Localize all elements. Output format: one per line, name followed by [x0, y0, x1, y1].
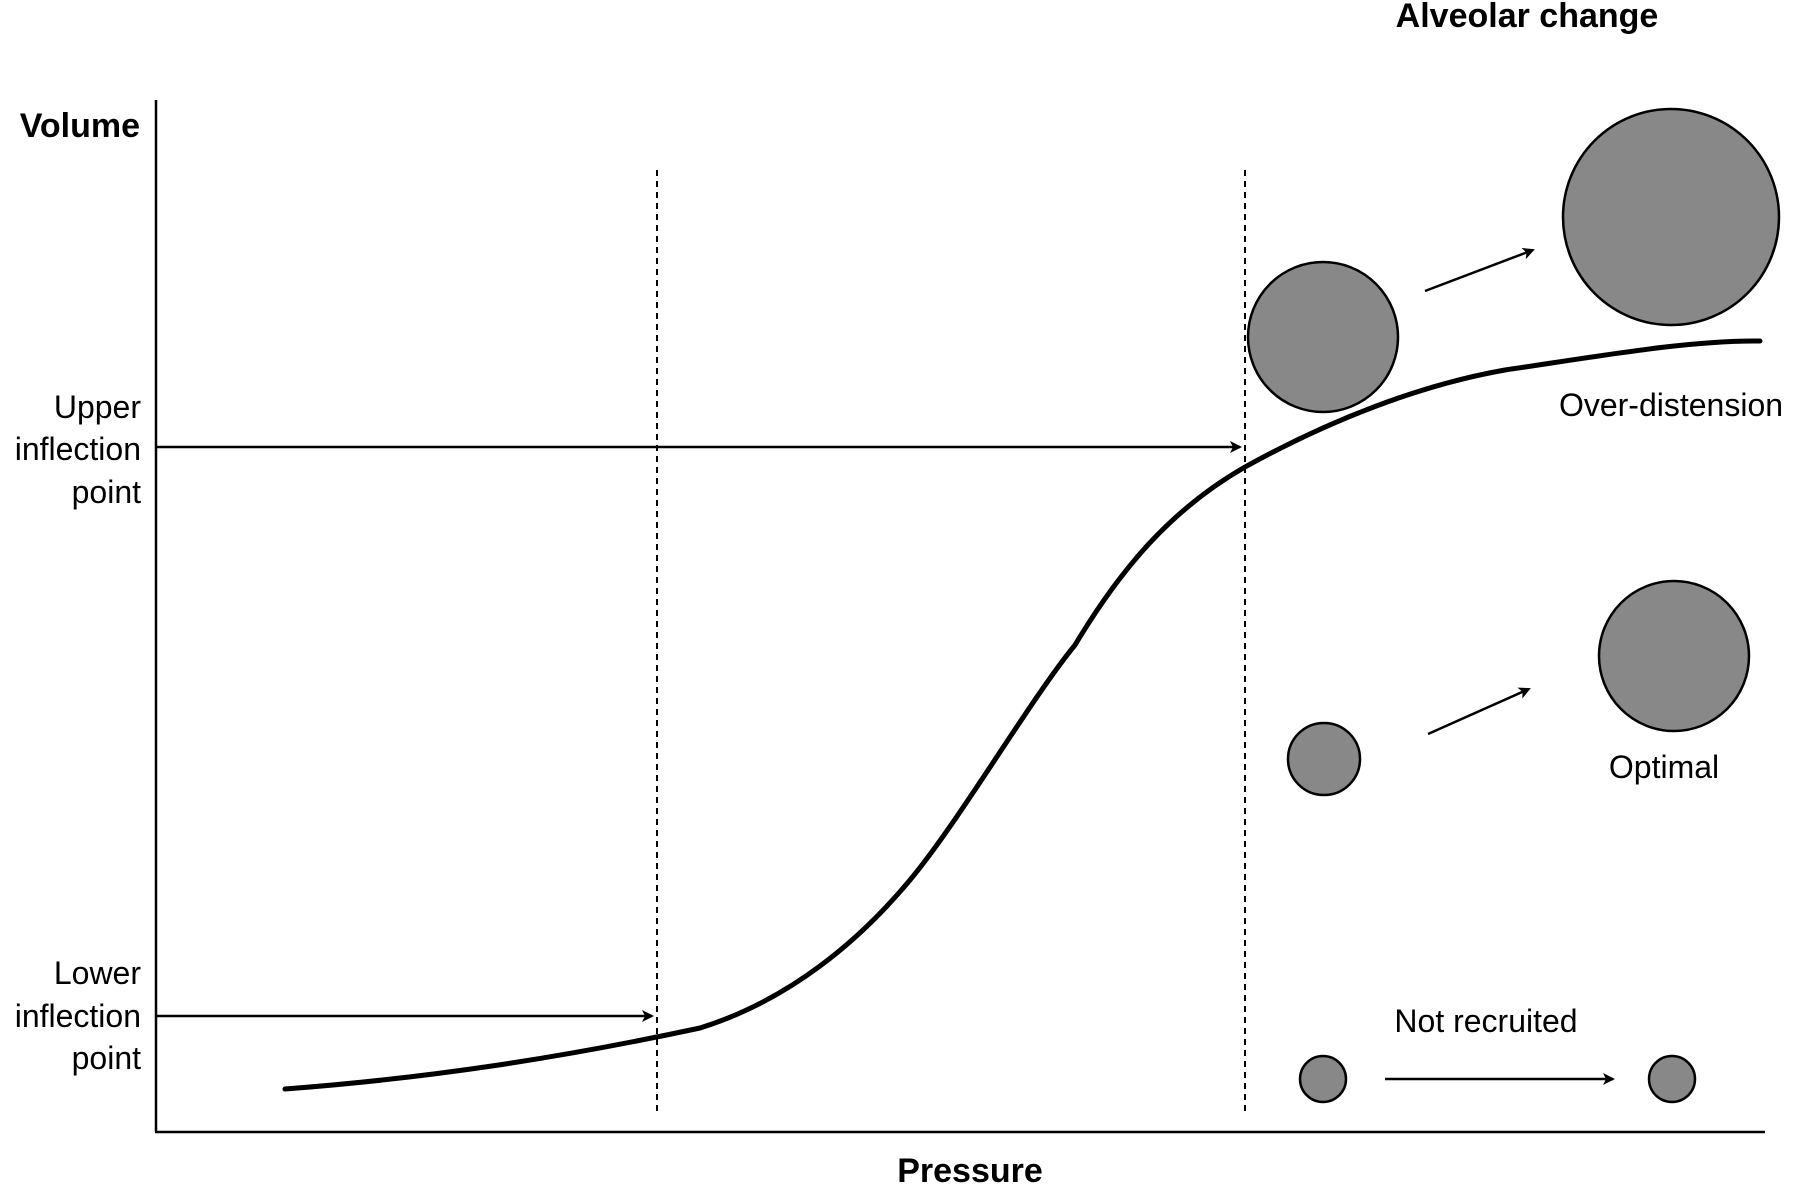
lower-inflection-label-line1: Lower [54, 955, 142, 991]
alveolus-optimal-before [1286, 721, 1362, 797]
optimal-label: Optimal [1609, 749, 1719, 785]
diagram-title: Alveolar change [1396, 0, 1659, 35]
optimal-arrow [1427, 687, 1531, 736]
alveolus-optimal-after [1597, 579, 1751, 733]
over-distension-label: Over-distension [1559, 387, 1783, 423]
x-axis-label: Pressure [897, 1152, 1043, 1185]
over-distension-arrow [1424, 247, 1535, 293]
upper-inflection-label-line3: point [72, 474, 142, 510]
pressure-volume-curve [282, 338, 1763, 1092]
upper-inflection-label: Upper inflection point [15, 389, 142, 510]
y-axis-label: Volume [20, 107, 140, 145]
alveolus-not-recruited-after [1647, 1054, 1697, 1104]
alveolus-over-distension-before [1246, 260, 1400, 414]
upper-inflection-label-line1: Upper [54, 389, 142, 425]
alveolus-not-recruited-before [1298, 1054, 1348, 1104]
lower-inflection-label-line3: point [72, 1040, 142, 1076]
lower-inflection-label-line2: inflection [15, 998, 141, 1034]
not-recruited-label: Not recruited [1394, 1003, 1577, 1039]
lower-inflection-label: Lower inflection point [15, 955, 142, 1076]
alveolus-over-distension-after [1561, 107, 1781, 327]
upper-inflection-label-line2: inflection [15, 431, 141, 467]
